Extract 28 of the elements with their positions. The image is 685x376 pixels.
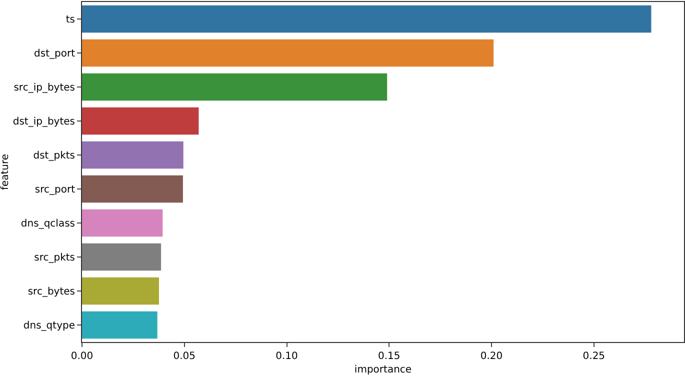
bar xyxy=(82,141,184,169)
y-tick-label: dst_port xyxy=(34,48,76,60)
x-tick-label: 0.10 xyxy=(276,351,298,362)
y-tick-label: src_bytes xyxy=(28,286,75,298)
y-tick-label: src_pkts xyxy=(34,252,75,264)
x-axis-title: importance xyxy=(354,364,412,376)
x-tick-label: 0.05 xyxy=(173,351,196,362)
bar xyxy=(82,5,652,33)
y-tick-label: dns_qtype xyxy=(23,320,75,332)
y-tick-label: dns_qclass xyxy=(20,218,75,230)
x-tick-label: 0.00 xyxy=(70,351,94,362)
bar xyxy=(82,73,388,101)
y-axis-title: feature xyxy=(0,154,11,190)
y-tick-label: src_ip_bytes xyxy=(14,82,75,94)
bar xyxy=(82,277,159,305)
bar xyxy=(82,39,494,67)
x-tick-label: 0.15 xyxy=(378,351,400,362)
y-tick-label: dst_pkts xyxy=(33,150,75,162)
y-tick-label: dst_ip_bytes xyxy=(12,116,75,128)
bar xyxy=(82,175,183,203)
y-tick-label: src_port xyxy=(34,184,76,196)
bar xyxy=(82,107,199,135)
bar xyxy=(82,243,162,271)
x-tick-label: 0.20 xyxy=(480,351,503,362)
bar xyxy=(82,311,158,339)
bar xyxy=(82,209,163,237)
y-tick-label: ts xyxy=(66,14,75,26)
x-tick-label: 0.25 xyxy=(582,351,606,362)
